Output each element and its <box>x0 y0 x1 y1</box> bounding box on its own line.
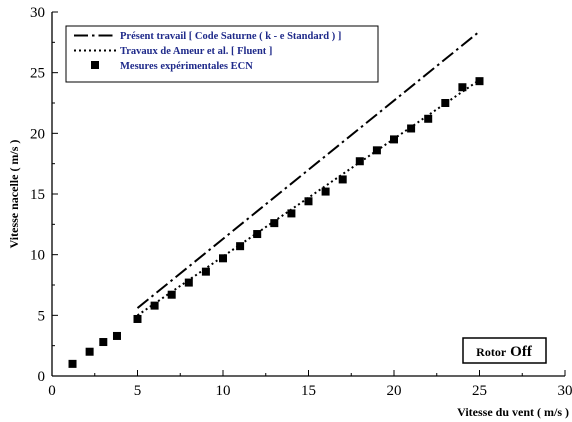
data-point <box>167 290 176 299</box>
data-point <box>219 254 227 263</box>
x-tick-label: 0 <box>48 383 56 399</box>
data-point <box>321 187 330 196</box>
y-tick-label: 20 <box>30 126 45 142</box>
data-point <box>133 314 142 323</box>
y-tick-label: 10 <box>30 248 45 264</box>
data-point <box>201 267 210 276</box>
y-tick-label: 30 <box>30 5 45 21</box>
rotor-label: Rotor <box>476 345 507 359</box>
rotor-off-frame <box>462 337 547 364</box>
legend-label-2: Travaux de Ameur et al. [ Fluent ] <box>120 46 272 57</box>
data-point <box>424 114 433 123</box>
x-tick-label: 5 <box>134 383 142 399</box>
x-axis-label: Vitesse du vent ( m/s ) <box>457 405 569 419</box>
x-tick-label: 20 <box>387 383 402 399</box>
legend-label-1: Présent travail [ Code Saturne ( k - e S… <box>120 31 341 42</box>
data-point <box>475 77 484 86</box>
data-point <box>184 278 193 287</box>
rotor-off-label: Rotor Off <box>476 343 533 360</box>
series-2-line <box>136 79 481 317</box>
legend-marker <box>91 61 99 69</box>
data-point <box>150 301 159 310</box>
y-tick-label: 15 <box>30 187 45 203</box>
data-point <box>441 99 450 107</box>
data-point <box>287 209 296 218</box>
data-point <box>304 197 313 206</box>
data-point <box>68 359 77 368</box>
data-point <box>85 347 94 356</box>
series <box>68 30 484 368</box>
off-label: Off <box>510 344 533 360</box>
data-point <box>99 338 108 347</box>
data-point <box>253 230 262 239</box>
legend-label-3: Mesures expérimentales ECN <box>120 61 253 72</box>
rotor-off-box: Rotor Off <box>462 337 547 364</box>
x-tick-label: 15 <box>301 383 316 399</box>
data-point <box>407 124 416 133</box>
x-tick-label: 30 <box>558 383 572 399</box>
legend-box <box>65 25 379 83</box>
y-axis-label: Vitesse nacelle ( m/s ) <box>7 140 21 249</box>
data-point <box>355 157 364 166</box>
x-tick-label: 25 <box>472 383 487 399</box>
data-point <box>236 242 245 251</box>
data-point <box>338 175 347 184</box>
data-point <box>458 83 467 92</box>
data-point <box>270 219 279 228</box>
ticks: 0 5 10 15 20 25 30 0 5 10 15 20 25 30 <box>30 5 572 399</box>
legend: Présent travail [ Code Saturne ( k - e S… <box>65 25 379 83</box>
y-tick-label: 25 <box>30 66 45 82</box>
data-point <box>390 135 398 144</box>
data-point <box>372 146 381 155</box>
y-tick-label: 0 <box>38 369 46 385</box>
x-tick-label: 10 <box>216 383 231 399</box>
data-point <box>112 331 121 340</box>
y-tick-label: 5 <box>38 308 46 324</box>
